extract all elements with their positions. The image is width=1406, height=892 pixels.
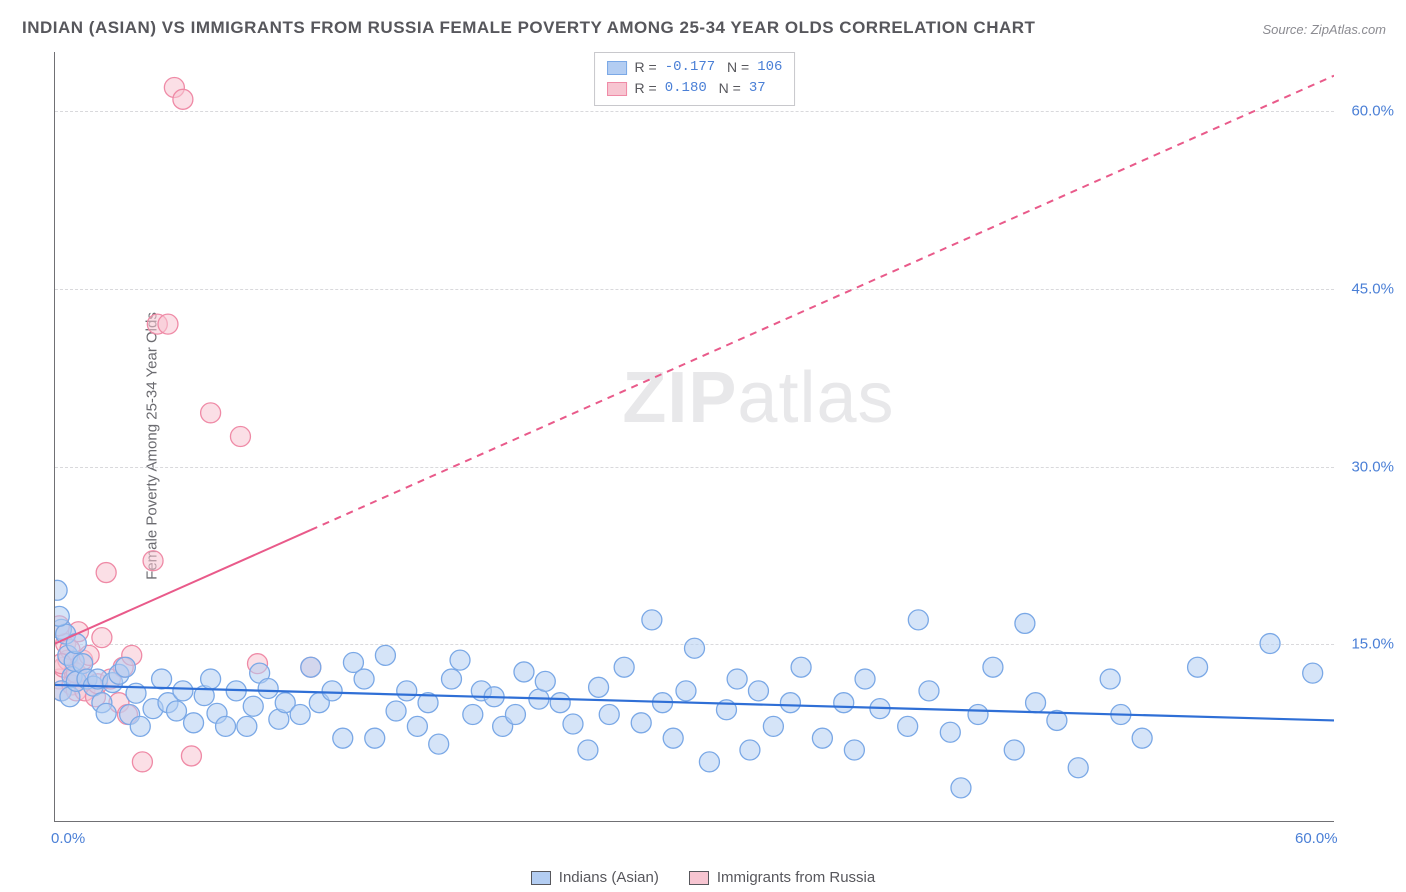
- chart-title: INDIAN (ASIAN) VS IMMIGRANTS FROM RUSSIA…: [22, 18, 1035, 38]
- legend-row-1: R = 0.180 N = 37: [607, 78, 783, 99]
- y-tick-label: 30.0%: [1351, 458, 1394, 475]
- legend-item-0: Indians (Asian): [531, 869, 659, 886]
- series-legend: Indians (Asian) Immigrants from Russia: [0, 869, 1406, 886]
- legend-r-0: -0.177: [665, 57, 715, 78]
- legend-swatch-1: [607, 82, 627, 96]
- legend-bottom-swatch-1: [689, 871, 709, 885]
- plot-area: ZIPatlas R = -0.177 N = 106 R = 0.180 N …: [54, 52, 1334, 822]
- y-tick-label: 45.0%: [1351, 280, 1394, 297]
- scatter-svg: [55, 52, 1334, 821]
- legend-n-0: 106: [757, 57, 782, 78]
- legend-bottom-label-1: Immigrants from Russia: [717, 869, 875, 886]
- legend-row-0: R = -0.177 N = 106: [607, 57, 783, 78]
- legend-r-1: 0.180: [665, 78, 707, 99]
- source-label: Source: ZipAtlas.com: [1262, 22, 1386, 37]
- y-tick-label: 15.0%: [1351, 636, 1394, 653]
- y-tick-label: 60.0%: [1351, 103, 1394, 120]
- legend-swatch-0: [607, 61, 627, 75]
- x-tick-label: 0.0%: [51, 830, 85, 847]
- correlation-legend: R = -0.177 N = 106 R = 0.180 N = 37: [594, 52, 796, 106]
- legend-bottom-label-0: Indians (Asian): [559, 869, 659, 886]
- legend-item-1: Immigrants from Russia: [689, 869, 875, 886]
- x-tick-label: 60.0%: [1295, 830, 1338, 847]
- legend-bottom-swatch-0: [531, 871, 551, 885]
- legend-n-1: 37: [749, 78, 766, 99]
